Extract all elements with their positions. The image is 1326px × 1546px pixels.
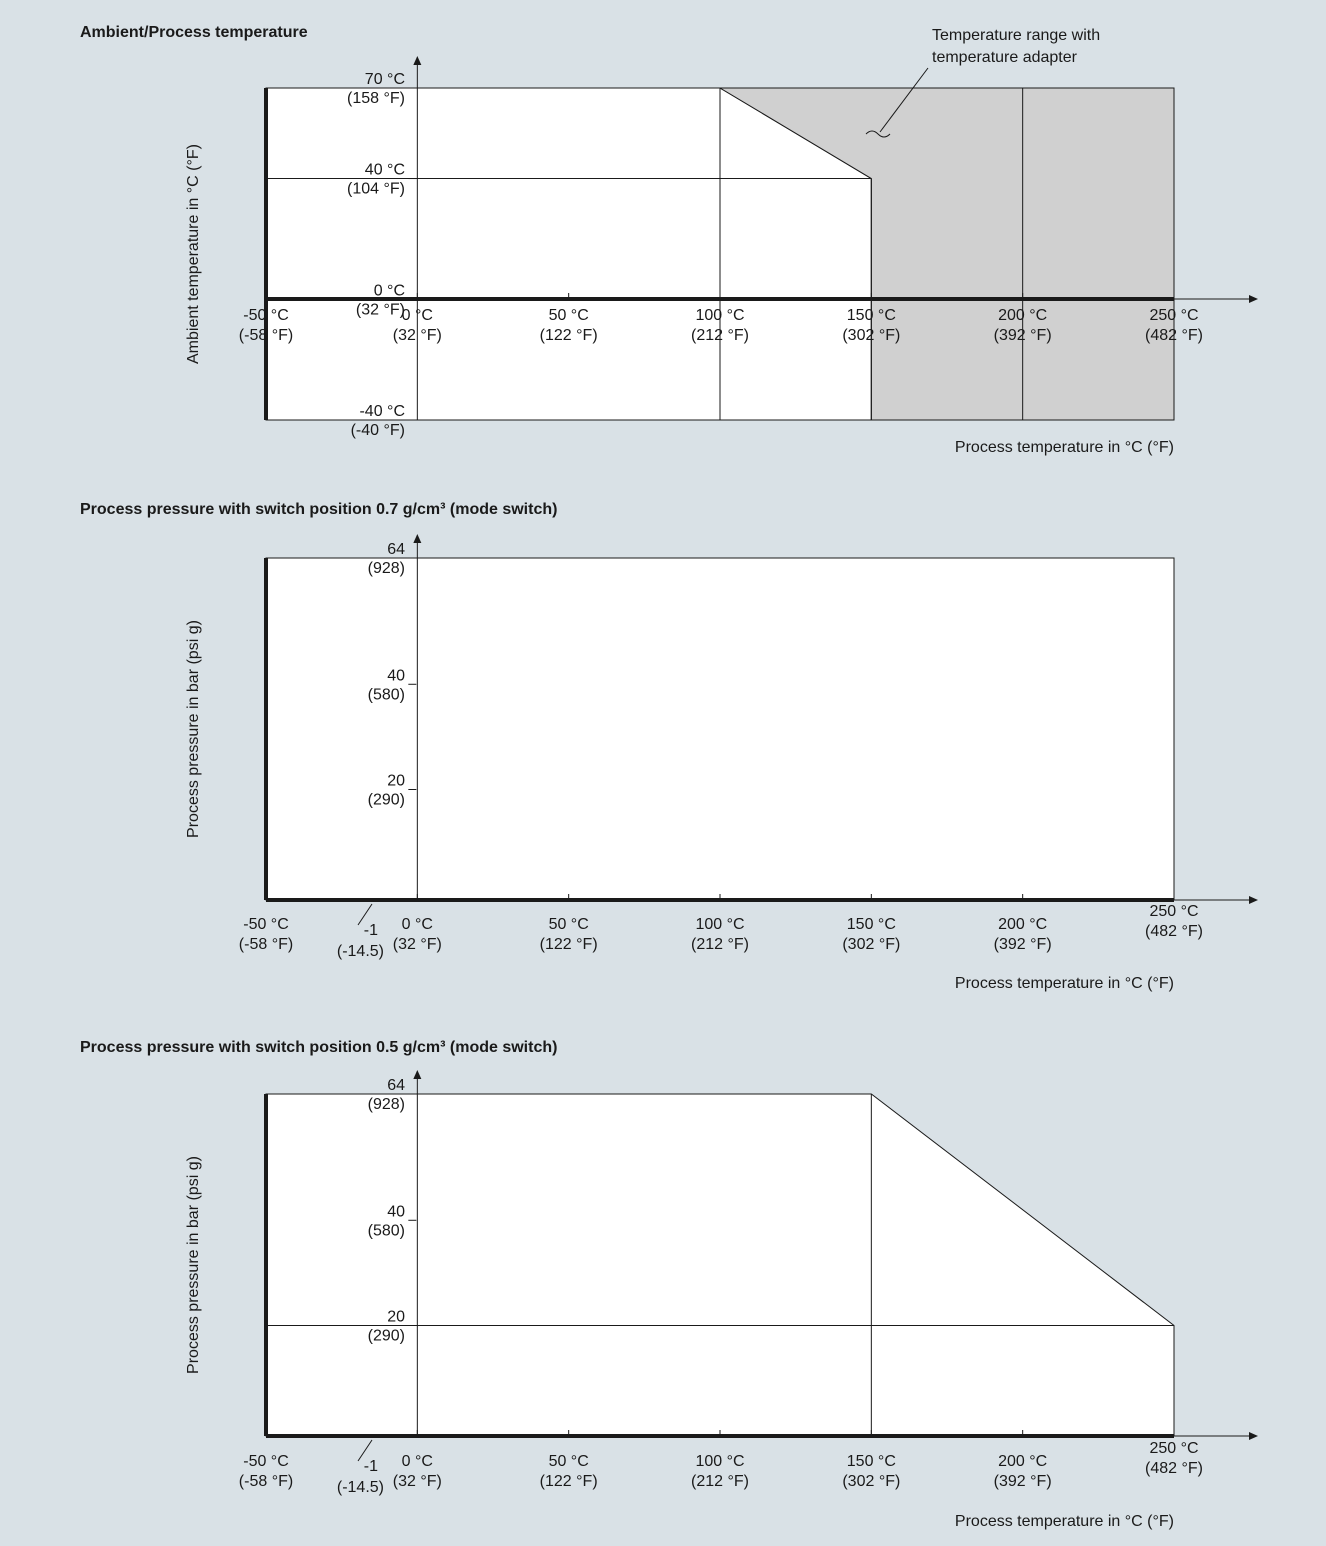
chart-3-y-tick-sublabel: (580): [368, 1222, 405, 1239]
chart-2-x-tick-label: 150 °C: [847, 916, 896, 933]
chart-2-x-tick-sublabel: (-58 °F): [239, 936, 293, 953]
chart-3-x-axis-arrow: [1249, 1432, 1258, 1440]
chart-3-x-tick-sublabel: (212 °F): [691, 1473, 749, 1490]
chart-1-annotation-squiggle: [865, 130, 891, 138]
chart-3-x-tick-sublabel: (302 °F): [842, 1473, 900, 1490]
chart-2-y-tick-sublabel: (580): [368, 686, 405, 703]
chart-3-y-axis-arrow: [413, 1070, 422, 1079]
chart-3-title: Process pressure with switch position 0.…: [80, 1039, 558, 1056]
chart-2-x-tick-sublabel: (482 °F): [1145, 923, 1203, 940]
chart-1-x-tick-sublabel: (32 °F): [393, 327, 442, 344]
chart-3: [264, 1070, 1258, 1462]
chart-1-x-tick-label: 150 °C: [847, 307, 896, 324]
chart-1-y-tick-sublabel: (104 °F): [347, 181, 405, 198]
chart-3-region-1: [265, 1093, 1175, 1437]
chart-1-x-tick-label: 50 °C: [549, 307, 589, 324]
chart-1-x-tick-sublabel: (-58 °F): [239, 327, 293, 344]
chart-1-x-tick-label: -50 °C: [243, 307, 289, 324]
chart-1-x-tick-sublabel: (302 °F): [842, 327, 900, 344]
chart-1-y-tick-sublabel: (-40 °F): [351, 422, 405, 439]
chart-3-x-tick-sublabel: (392 °F): [994, 1473, 1052, 1490]
chart-2-x-tick-sublabel: (122 °F): [540, 936, 598, 953]
chart-3-x-tick-label: 150 °C: [847, 1453, 896, 1470]
chart-1-x-tick-label: 250 °C: [1149, 307, 1198, 324]
chart-2-region-1: [265, 557, 1175, 901]
chart-1: [264, 56, 1258, 421]
chart-3-y-min-sublabel: (-14.5): [337, 1479, 384, 1496]
chart-2-y-axis-title: Process pressure in bar (psi g): [185, 620, 202, 838]
chart-3-x-tick-sublabel: (482 °F): [1145, 1460, 1203, 1477]
chart-3-x-tick-label: 200 °C: [998, 1453, 1047, 1470]
chart-1-x-tick-sublabel: (392 °F): [994, 327, 1052, 344]
chart-2-x-axis-arrow: [1249, 896, 1258, 904]
chart-2-x-tick-sublabel: (302 °F): [842, 936, 900, 953]
chart-2-y-tick-sublabel: (290): [368, 792, 405, 809]
chart-1-y-tick-label: 40 °C: [365, 162, 405, 179]
chart-3-x-tick-label: 50 °C: [549, 1453, 589, 1470]
chart-3-x-tick-sublabel: (122 °F): [540, 1473, 598, 1490]
chart-1-y-tick-label: 0 °C: [374, 282, 405, 299]
chart-3-y-tick-label: 40: [387, 1203, 405, 1220]
chart-2-y-min-label: -1: [364, 922, 378, 939]
chart-3-y-tick-label: 20: [387, 1309, 405, 1326]
chart-3-y-tick-sublabel: (928): [368, 1096, 405, 1113]
chart-2-y-tick-label: 20: [387, 773, 405, 790]
chart-1-x-tick-sublabel: (212 °F): [691, 327, 749, 344]
chart-3-y-axis-title: Process pressure in bar (psi g): [185, 1156, 202, 1374]
chart-1-annotation-line-1: Temperature range with: [932, 27, 1100, 44]
chart-1-x-axis-title: Process temperature in °C (°F): [955, 439, 1174, 456]
chart-3-y-tick-label: 64: [387, 1077, 405, 1094]
chart-2-x-tick-sublabel: (392 °F): [994, 936, 1052, 953]
chart-1-y-tick-sublabel: (32 °F): [356, 301, 405, 318]
chart-1-x-tick-label: 100 °C: [695, 307, 744, 324]
chart-3-y-min-label: -1: [364, 1458, 378, 1475]
chart-1-x-tick-sublabel: (482 °F): [1145, 327, 1203, 344]
chart-1-y-axis-arrow: [413, 56, 422, 65]
chart-3-x-tick-label: -50 °C: [243, 1453, 289, 1470]
chart-2-x-tick-label: 250 °C: [1149, 903, 1198, 920]
chart-1-y-tick-label: -40 °C: [359, 403, 405, 420]
chart-1-y-tick-sublabel: (158 °F): [347, 90, 405, 107]
chart-1-x-tick-label: 0 °C: [402, 307, 433, 324]
chart-3-x-tick-label: 250 °C: [1149, 1440, 1198, 1457]
chart-1-x-tick-sublabel: (122 °F): [540, 327, 598, 344]
chart-3-x-tick-sublabel: (-58 °F): [239, 1473, 293, 1490]
chart-1-annotation-line-2: temperature adapter: [932, 49, 1078, 66]
chart-1-x-tick-label: 200 °C: [998, 307, 1047, 324]
chart-2-x-tick-label: 200 °C: [998, 916, 1047, 933]
chart-3-x-tick-label: 100 °C: [695, 1453, 744, 1470]
chart-2-min-leader: [357, 903, 373, 926]
chart-2-title: Process pressure with switch position 0.…: [80, 501, 558, 518]
chart-2-x-tick-label: -50 °C: [243, 916, 289, 933]
chart-3-min-leader: [357, 1439, 373, 1462]
chart-2-x-tick-sublabel: (212 °F): [691, 936, 749, 953]
chart-2-y-min-sublabel: (-14.5): [337, 943, 384, 960]
chart-2-x-axis-title: Process temperature in °C (°F): [955, 975, 1174, 992]
chart-3-x-tick-sublabel: (32 °F): [393, 1473, 442, 1490]
chart-2-y-tick-sublabel: (928): [368, 560, 405, 577]
chart-2-y-tick-label: 40: [387, 667, 405, 684]
chart-1-x-axis-arrow: [1249, 295, 1258, 303]
chart-1-annotation-leader: [879, 67, 929, 133]
chart-1-y-axis-title: Ambient temperature in °C (°F): [185, 144, 202, 364]
chart-2-x-tick-label: 50 °C: [549, 916, 589, 933]
chart-1-y-tick-label: 70 °C: [365, 71, 405, 88]
chart-1-title: Ambient/Process temperature: [80, 24, 308, 41]
chart-1-region-1: [265, 87, 872, 421]
chart-2-x-tick-sublabel: (32 °F): [393, 936, 442, 953]
chart-2-y-axis-arrow: [413, 534, 422, 543]
chart-2-y-tick-label: 64: [387, 541, 405, 558]
chart-3-y-tick-sublabel: (290): [368, 1328, 405, 1345]
chart-3-x-axis-title: Process temperature in °C (°F): [955, 1513, 1174, 1530]
chart-2-x-tick-label: 0 °C: [402, 916, 433, 933]
chart-2: [264, 534, 1258, 926]
chart-2-x-tick-label: 100 °C: [695, 916, 744, 933]
chart-3-x-tick-label: 0 °C: [402, 1453, 433, 1470]
